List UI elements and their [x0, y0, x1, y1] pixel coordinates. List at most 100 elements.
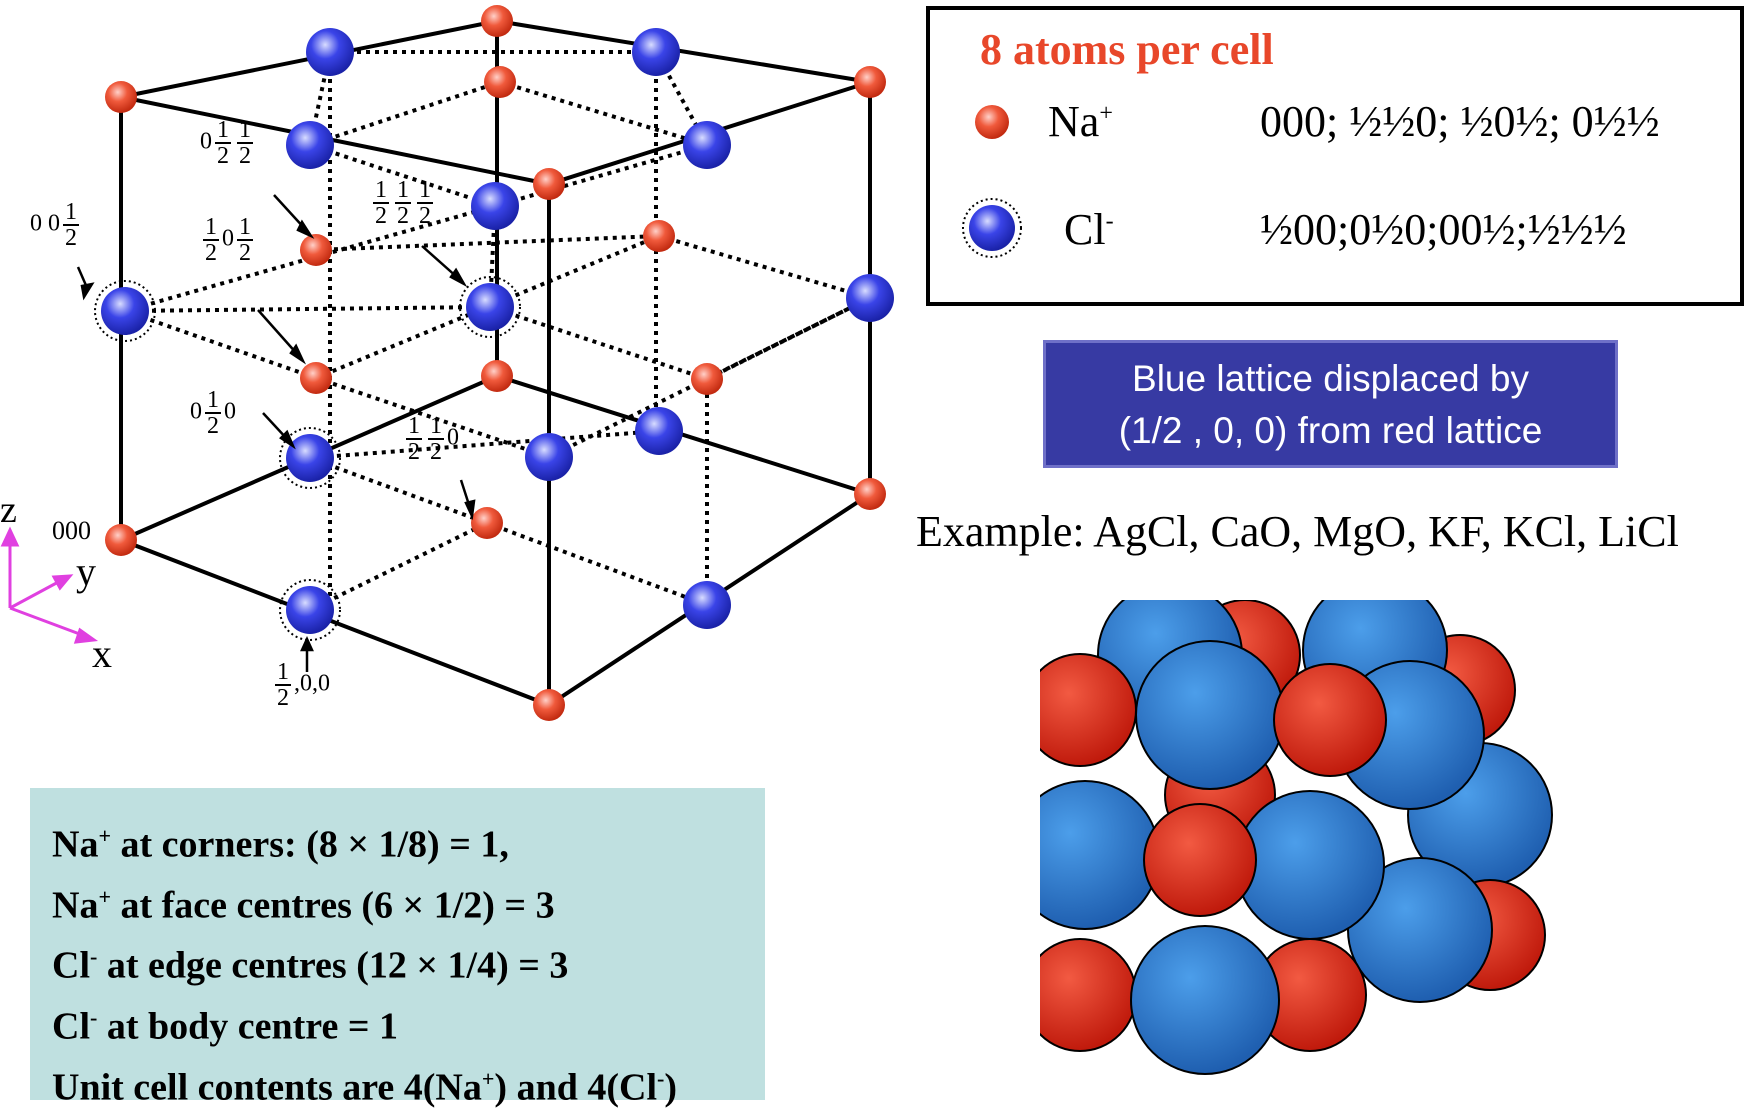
frac-den: 2: [419, 203, 431, 229]
calc-text: at body centre = 1: [97, 1005, 398, 1048]
cl-atom: [683, 581, 731, 629]
coord-000: 000: [52, 516, 91, 545]
coord-suffix: 0: [447, 424, 459, 451]
cl-atom: [286, 434, 334, 482]
calc-line-2: Na+ at face centres (6 × 1/2) = 3: [52, 871, 765, 932]
packing-sphere-blue: [1235, 790, 1385, 940]
cl-legend-icon: [962, 198, 1022, 258]
packing-sphere-red: [1040, 938, 1137, 1052]
calc-text: at edge centres (12 × 1/4) = 3: [97, 944, 569, 987]
space-filling-model: [1040, 600, 1553, 1075]
na-atom: [533, 689, 565, 721]
cl-atom: [286, 121, 334, 169]
na-symbol: Na: [1048, 97, 1100, 146]
frac-den: 2: [375, 203, 387, 229]
frac-num: 1: [395, 177, 411, 204]
calc-line-3: Cl- at edge centres (12 × 1/4) = 3: [52, 931, 765, 992]
calc-line-5: Unit cell contents are 4(Na+) and 4(Cl-): [52, 1053, 765, 1113]
packing-sphere-blue: [1135, 640, 1285, 790]
frac-den: 2: [408, 439, 420, 465]
na-atom: [105, 524, 137, 556]
calc-sup: +: [98, 823, 111, 848]
cl-atom: [683, 121, 731, 169]
axis-label-y: y: [76, 549, 96, 594]
cl-positions: ½00;0½0;00½;½½½: [1260, 205, 1627, 254]
frac-den: 2: [277, 685, 289, 711]
unit-cell-count-box: Na+ at corners: (8 × 1/8) = 1, Na+ at fa…: [30, 788, 765, 1108]
axis-label-x: x: [92, 631, 112, 676]
calc-line-4: Cl- at body centre = 1: [52, 992, 765, 1053]
coord-prefix: 0: [200, 128, 212, 155]
frac-num: 1: [215, 117, 231, 144]
packing-sphere-red: [1273, 663, 1387, 777]
cl-atom-highlight: [94, 280, 156, 342]
na-atom: [691, 363, 723, 395]
na-atoms: [105, 5, 886, 721]
frac-den: 2: [217, 143, 229, 169]
frac-den: 2: [207, 413, 219, 439]
frac-num: 1: [373, 177, 389, 204]
frac-den: 2: [239, 240, 251, 266]
na-legend-label: Na+: [1048, 96, 1113, 147]
frac-den: 2: [430, 439, 442, 465]
na-atom: [300, 234, 332, 266]
frac-num: 1: [237, 117, 253, 144]
axis-label-z: z: [0, 489, 17, 531]
na-atom: [481, 5, 513, 37]
cl-atom: [286, 586, 334, 634]
cl-legend-label: Cl-: [1064, 204, 1114, 255]
frac-den: 2: [65, 225, 77, 251]
na-atom: [484, 66, 516, 98]
packing-sphere-red: [1143, 803, 1257, 917]
cl-atom: [632, 28, 680, 76]
calc-text: Unit cell contents are 4(Na: [52, 1066, 482, 1109]
calc-sup: -: [90, 1004, 98, 1030]
calc-text: Na: [52, 884, 99, 927]
cl-atom-highlight: [279, 579, 341, 641]
frac-num: 1: [406, 413, 422, 440]
coord-half-0-0: 1 2,0,0: [272, 660, 330, 710]
frac-num: 1: [237, 214, 253, 241]
cl-atom-highlight: [459, 276, 521, 338]
na-legend-icon: [975, 105, 1009, 139]
na-charge: +: [1099, 100, 1113, 127]
frac-num: 1: [203, 214, 219, 241]
frac-num: 1: [205, 387, 221, 414]
na-atom: [105, 81, 137, 113]
coord-prefix: 0: [190, 398, 202, 425]
cl-symbol: Cl: [1064, 205, 1106, 254]
calc-line-1: Na+ at corners: (8 × 1/8) = 1,: [52, 810, 765, 871]
cl-charge: -: [1105, 208, 1114, 235]
coord-prefix: 0 0: [30, 210, 60, 237]
examples-text: Example: AgCl, CaO, MgO, KF, KCl, LiCl: [916, 507, 1679, 556]
nacl-unit-cell-diagram: [0, 5, 894, 721]
calc-text: ): [664, 1066, 677, 1109]
cl-atom-highlight: [279, 427, 341, 489]
cl-atoms: [94, 28, 894, 641]
coord-mid: 0: [222, 225, 234, 252]
frac-num: 1: [417, 177, 433, 204]
packing-sphere-blue: [1040, 780, 1160, 930]
label-arrows: [76, 194, 476, 672]
coord-suffix: 0: [224, 398, 236, 425]
calc-text: at face centres (6 × 1/2) = 3: [111, 884, 555, 927]
packing-sphere-blue: [1347, 857, 1493, 1003]
lattice-displacement-note: Blue lattice displaced by (1/2 , 0, 0) f…: [1043, 340, 1618, 468]
cl-atom: [471, 182, 519, 230]
calc-text: Cl: [52, 944, 90, 987]
calc-sup: +: [98, 883, 111, 909]
na-atom: [533, 168, 565, 200]
note-line-2: (1/2 , 0, 0) from red lattice: [1118, 410, 1543, 451]
calc-sup: +: [481, 1065, 495, 1091]
calc-text: ) and 4(Cl: [494, 1066, 657, 1109]
calc-sup: -: [90, 944, 98, 970]
coord-suffix: ,0,0: [294, 670, 330, 697]
cl-atom: [525, 433, 573, 481]
atoms-per-cell-box: 8 atoms per cell Na+ 000; ½½0; ½0½; 0½½ …: [926, 6, 1744, 306]
note-line-1: Blue lattice displaced by: [1132, 358, 1529, 399]
